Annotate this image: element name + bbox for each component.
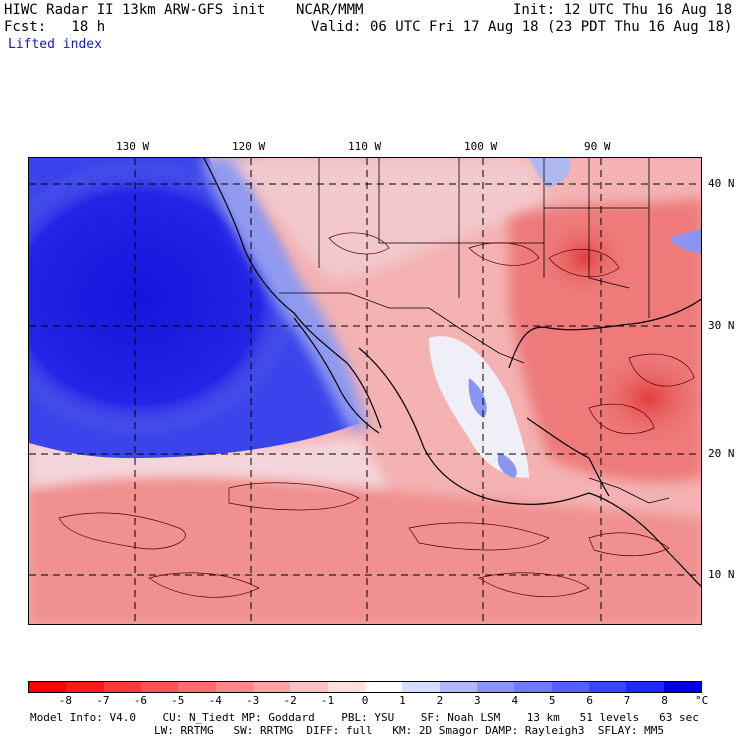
- valid-time: Valid: 06 UTC Fri 17 Aug 18 (23 PDT Thu …: [311, 19, 733, 35]
- plains-hotspot: [539, 218, 629, 298]
- colorbar-segment: [514, 682, 552, 692]
- colorbar: [28, 681, 702, 693]
- lon-label-120w: 120 W: [232, 140, 266, 153]
- east-stable-patch: [669, 228, 701, 253]
- colorbar-tick-label: 8: [661, 694, 668, 707]
- colorbar-segment: [252, 682, 291, 692]
- field-name: Lifted index: [8, 37, 102, 52]
- colorbar-tick-label: -1: [320, 694, 335, 707]
- colorbar-tick-label: 6: [586, 694, 593, 707]
- coastlines: [203, 158, 701, 587]
- contour-lines: [58, 232, 695, 598]
- colorbar-segment: [476, 682, 515, 692]
- colorbar-segment: [178, 682, 216, 692]
- colorbar-segment: [140, 682, 179, 692]
- lat-label-20n: 20 N: [708, 447, 735, 460]
- mexico-plateau-blue: [468, 378, 517, 478]
- lon-label-110w: 110 W: [348, 140, 382, 153]
- colorbar-tick-label: -6: [133, 694, 147, 707]
- model-title: HIWC Radar II 13km ARW-GFS init: [4, 2, 266, 18]
- colorbar-tick-label: -8: [58, 694, 73, 707]
- colorbar-tick-label: 2: [436, 694, 444, 707]
- colorbar-tick-label: 3: [474, 694, 481, 707]
- gulf-hotspot: [589, 348, 701, 448]
- colorbar-segment: [663, 682, 701, 692]
- plains-stable-patch: [529, 158, 571, 188]
- colorbar-tick-label: -3: [246, 694, 260, 707]
- init-time: Init: 12 UTC Thu 16 Aug 18: [513, 2, 733, 18]
- map-canvas: [29, 158, 701, 624]
- colorbar-tick-label: 4: [511, 694, 519, 707]
- graticule: [29, 158, 701, 624]
- southwest-land-neutral: [229, 158, 549, 278]
- org-label: NCAR/MMM: [296, 2, 364, 18]
- colorbar-segment: [364, 682, 403, 692]
- colorbar-tick-label: -7: [96, 694, 110, 707]
- model-info-line1: Model Info: V4.0 CU: N_Tiedt MP: Goddard…: [30, 711, 699, 724]
- colorbar-segment: [588, 682, 627, 692]
- colorbar-tick-label: 7: [623, 694, 631, 707]
- tropical-pacific-region: [29, 472, 701, 624]
- colorbar-tick-label: -5: [171, 694, 185, 707]
- lat-label-10n: 10 N: [708, 568, 735, 581]
- colorbar-tick-label: 0: [361, 694, 369, 707]
- colorbar-segment: [327, 682, 365, 692]
- colorbar-tick-label: 1: [399, 694, 406, 707]
- forecast-hour: Fcst: 18 h: [4, 19, 106, 35]
- colorbar-tick-label: -4: [208, 694, 222, 707]
- colorbar-segment: [29, 682, 67, 692]
- model-info-line2: LW: RRTMG SW: RRTMG DIFF: full KM: 2D Sm…: [154, 724, 664, 737]
- colorbar-segment: [103, 682, 141, 692]
- lon-label-130w: 130 W: [116, 140, 150, 153]
- colorbar-segment: [626, 682, 664, 692]
- colorbar-tick-label: 5: [548, 694, 556, 707]
- colorbar-segment: [551, 682, 589, 692]
- colorbar-segment: [66, 682, 104, 692]
- colorbar-segment: [402, 682, 440, 692]
- lon-label-100w: 100 W: [464, 140, 498, 153]
- lat-label-30n: 30 N: [708, 319, 735, 332]
- colorbar-segment: [290, 682, 328, 692]
- pacific-stable-core: [29, 158, 299, 438]
- colorbar-unit: °C: [695, 694, 709, 707]
- lon-label-90w: 90 W: [584, 140, 611, 153]
- coastal-stable-fringe: [199, 158, 369, 430]
- lifted-index-map: [28, 157, 702, 625]
- lat-label-40n: 40 N: [708, 177, 735, 190]
- colorbar-segment: [439, 682, 477, 692]
- colorbar-tick-label: -2: [283, 694, 297, 707]
- colorbar-segment: [215, 682, 253, 692]
